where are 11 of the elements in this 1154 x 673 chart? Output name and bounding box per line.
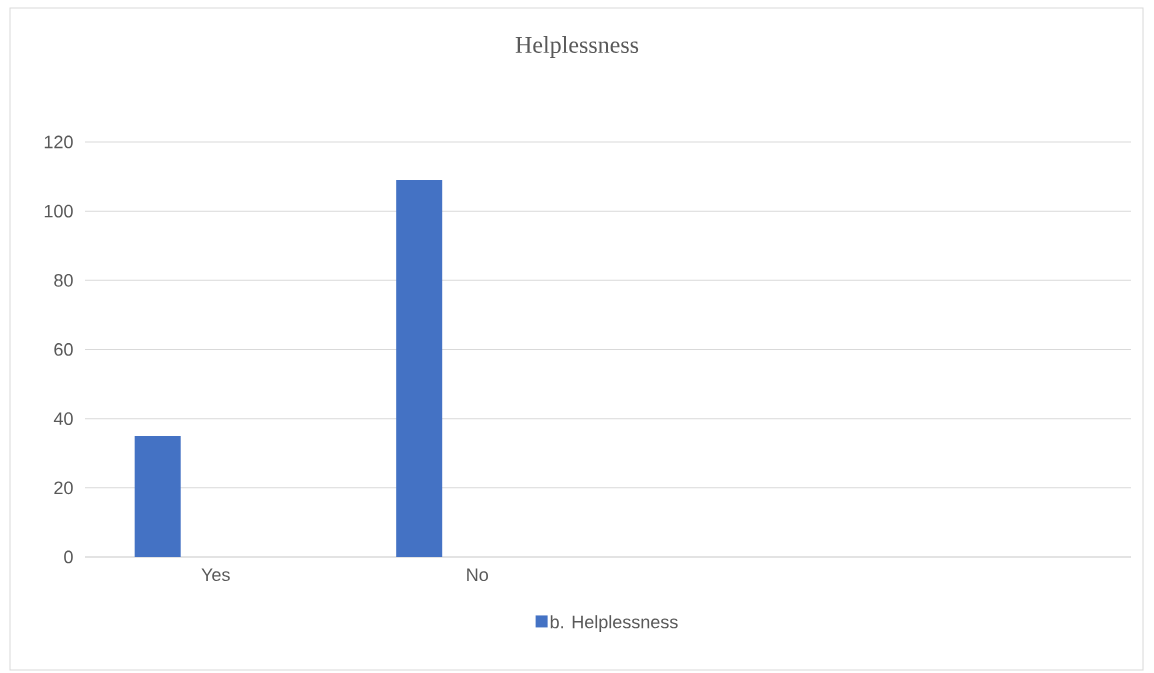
legend-label: b. Helplessness	[550, 615, 678, 632]
y-tick-label: 20	[54, 481, 73, 495]
y-tick-label: 120	[44, 135, 73, 149]
y-tick-label: 40	[53, 412, 73, 426]
x-tick-label: Yes	[201, 568, 230, 582]
chart-title: Helplessness	[515, 36, 639, 58]
x-tick-label: No	[467, 568, 488, 582]
y-tick-label: 100	[44, 204, 73, 218]
y-tick-label: 60	[54, 343, 73, 356]
y-tick-label: 0	[64, 550, 73, 564]
y-tick-label: 80	[54, 273, 73, 287]
